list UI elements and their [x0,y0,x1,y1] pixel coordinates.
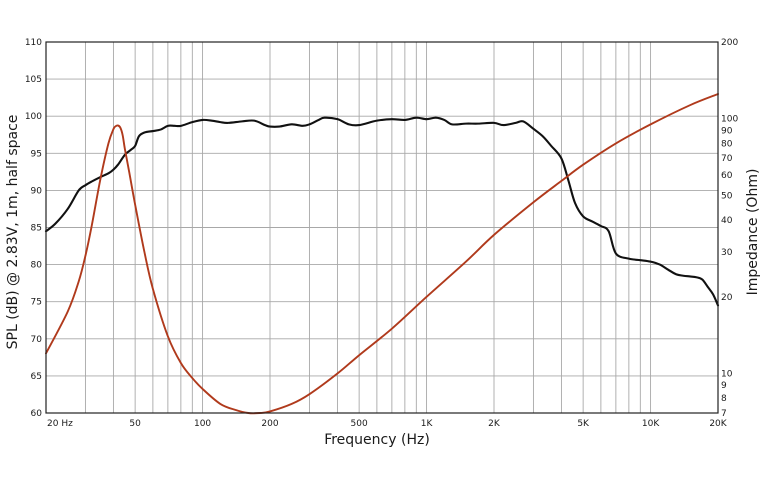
y2-axis-label: Impedance (Ohm) [745,169,761,296]
x-tick-label: 50 [129,419,141,429]
y-tick-label: 100 [25,112,42,122]
y-tick-label: 95 [31,149,42,159]
impedance-curve [45,93,719,415]
y2-tick-label: 30 [721,248,733,258]
x-tick-label: 1K [421,419,434,429]
y-tick-label: 75 [31,298,42,308]
y-tick-label: 80 [31,261,43,271]
x-tick-label: 20 Hz [47,419,73,429]
y2-tick-label: 10 [721,370,733,380]
x-axis-label: Frequency (Hz) [324,432,430,448]
y-tick-label: 70 [31,335,43,345]
spl-curve [44,116,720,307]
y2-tick-label: 70 [721,154,733,164]
y2-tick-label: 100 [721,115,738,125]
y2-tick-label: 8 [721,394,727,404]
y2-tick-label: 20 [721,293,733,303]
y-tick-label: 110 [25,38,42,48]
y2-tick-label: 7 [721,409,727,419]
x-tick-label: 200 [261,419,278,429]
y-tick-label: 85 [31,224,42,234]
y-tick-label: 105 [25,75,42,85]
x-tick-label: 5K [577,419,590,429]
y2-tick-label: 60 [721,171,733,181]
y2-tick-label: 50 [721,191,733,201]
y2-tick-label: 90 [721,126,733,136]
x-tick-label: 10K [642,419,660,429]
y-tick-label: 90 [31,186,43,196]
x-tick-label: 100 [194,419,211,429]
y-tick-label: 65 [31,372,42,382]
y2-tick-label: 9 [721,381,727,391]
y2-tick-label: 80 [721,139,733,149]
y2-tick-label: 200 [721,38,738,48]
y-axis-label: SPL (dB) @ 2.83V, 1m, half space [5,115,21,350]
x-tick-label: 20K [709,419,727,429]
y-tick-label: 60 [31,409,43,419]
x-tick-label: 2K [488,419,501,429]
plot-frame [45,41,719,414]
x-tick-label: 500 [351,419,368,429]
y2-tick-label: 40 [721,216,733,226]
